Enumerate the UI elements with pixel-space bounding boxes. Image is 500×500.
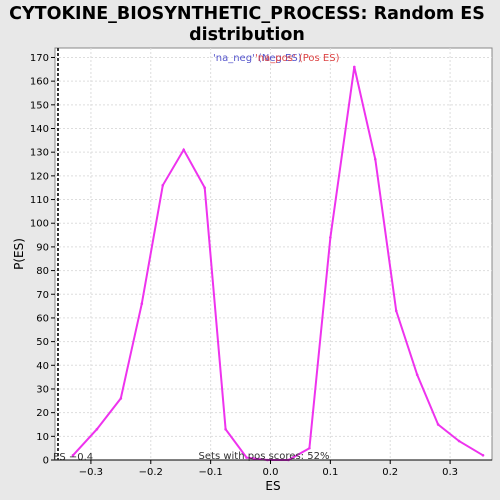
x-tick-label: 0.3 — [442, 467, 458, 478]
data-point — [95, 427, 99, 431]
y-tick-label: 150 — [30, 100, 49, 111]
data-point — [224, 427, 227, 431]
data-point — [161, 184, 165, 187]
data-point — [353, 65, 356, 69]
x-tick-label: 0.1 — [322, 467, 338, 478]
x-tick-label: −0.3 — [79, 467, 103, 478]
data-point — [394, 309, 398, 313]
data-point — [182, 148, 186, 152]
x-axis-ticks: −0.3 −0.2 −0.1 0.0 0.1 0.2 0.3 — [55, 459, 492, 478]
y-tick-label: 50 — [36, 337, 49, 348]
y-tick-label: 30 — [36, 384, 49, 395]
y-tick-label: 60 — [36, 313, 49, 324]
data-point — [481, 453, 485, 457]
data-point — [436, 423, 440, 426]
plot-area — [54, 47, 493, 461]
data-point — [373, 157, 377, 161]
data-point — [119, 397, 123, 400]
data-point — [140, 302, 144, 306]
y-tick-label: 100 — [30, 219, 49, 230]
y-tick-label: 80 — [36, 266, 49, 277]
y-tick-label: 110 — [30, 195, 49, 206]
actual-es-label: ES −0.4 — [53, 452, 93, 463]
data-point — [415, 373, 419, 377]
legend-entry-neg: 'na_neg' (Neg ES) — [213, 53, 302, 64]
y-tick-label: 10 — [36, 432, 49, 443]
y-tick-label: 120 — [30, 171, 49, 182]
x-tick-label: 0.2 — [382, 467, 398, 478]
y-tick-label: 140 — [30, 124, 49, 135]
x-tick-label: −0.2 — [139, 467, 163, 478]
y-tick-label: 170 — [30, 53, 49, 64]
data-point — [245, 456, 248, 459]
y-tick-label: 70 — [36, 290, 49, 301]
chart-title-line-2: distribution — [189, 25, 305, 45]
y-axis-label: P(ES) — [12, 238, 26, 270]
y-tick-label: 20 — [36, 408, 49, 419]
y-tick-label: 40 — [36, 361, 49, 372]
y-tick-label: 90 — [36, 242, 49, 253]
data-point — [71, 453, 75, 457]
data-point — [457, 439, 461, 443]
y-tick-label: 130 — [30, 148, 49, 159]
data-point — [203, 186, 206, 190]
x-tick-label: 0.0 — [263, 467, 279, 478]
x-tick-label: −0.1 — [198, 467, 222, 478]
x-axis-label: ES — [265, 479, 280, 493]
chart-title-line-1: CYTOKINE_BIOSYNTHETIC_PROCESS: Random ES — [9, 4, 485, 24]
data-point — [308, 446, 311, 450]
legend-entry-pos: 'na_pos' (Pos ES) — [255, 53, 340, 64]
y-tick-label: 160 — [30, 77, 49, 88]
pos-scores-annotation: Sets with pos scores: 52% — [199, 451, 330, 462]
y-tick-label: 0 — [43, 456, 49, 467]
y-axis-ticks: 0 10 20 30 40 50 60 70 80 90 100 110 120 130 140 150 160… — [30, 53, 55, 467]
data-point — [329, 236, 332, 239]
